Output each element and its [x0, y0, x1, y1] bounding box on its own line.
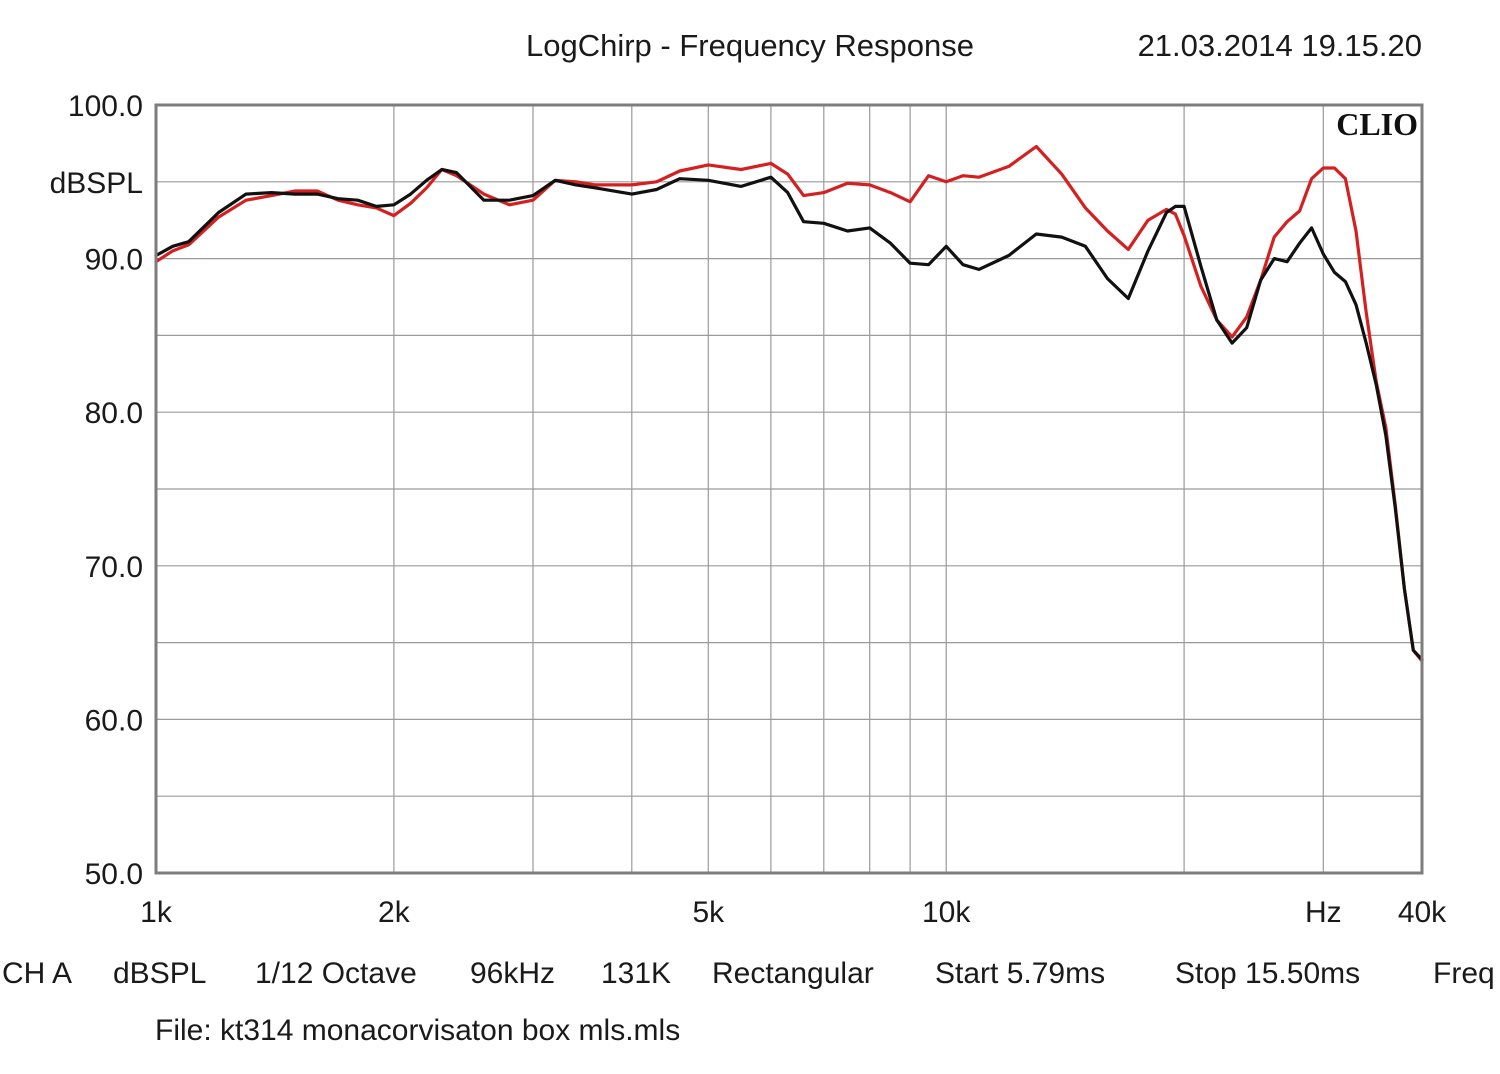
- clio-logo: CLIO: [1336, 106, 1418, 142]
- y-tick-label: 90.0: [85, 244, 143, 277]
- x-tick-label: 2k: [378, 896, 411, 929]
- y-tick-label: 80.0: [85, 397, 143, 430]
- setting-8: Freq: [1433, 957, 1495, 990]
- y-axis-ticks: 100.0 dBSPL 90.0 80.0 70.0 60.0 50.0: [50, 90, 143, 891]
- x-tick-label: 1k: [140, 896, 173, 929]
- file-name: File: kt314 monacorvisaton box mls.mls: [155, 1014, 680, 1047]
- setting-5: Rectangular: [712, 957, 874, 990]
- chart-title: LogChirp - Frequency Response: [526, 28, 974, 63]
- setting-0: CH A: [2, 957, 72, 990]
- series-black-line: [154, 167, 1424, 662]
- y-tick-label: dBSPL: [50, 167, 143, 200]
- setting-1: dBSPL: [113, 957, 206, 990]
- y-tick-label: 60.0: [85, 704, 143, 737]
- setting-2: 1/12 Octave: [255, 957, 417, 990]
- setting-7: Stop 15.50ms: [1175, 957, 1360, 990]
- chart-timestamp: 21.03.2014 19.15.20: [1138, 28, 1422, 63]
- x-tick-label: Hz: [1305, 896, 1342, 929]
- y-tick-label: 50.0: [85, 858, 143, 891]
- x-tick-label: 10k: [922, 896, 971, 929]
- setting-6: Start 5.79ms: [935, 957, 1105, 990]
- series-red-line: [154, 144, 1424, 663]
- x-tick-label: 5k: [692, 896, 725, 929]
- y-tick-label: 100.0: [68, 90, 143, 123]
- setting-3: 96kHz: [470, 957, 555, 990]
- x-tick-label: 40k: [1398, 896, 1447, 929]
- measurement-settings: CH A dBSPL 1/12 Octave 96kHz 131K Rectangular…: [2, 957, 1495, 990]
- plot-frame: [154, 103, 1424, 875]
- setting-4: 131K: [601, 957, 671, 990]
- grid: [156, 105, 1422, 873]
- x-axis-ticks: 1k 2k 5k 10k Hz 40k: [140, 896, 1447, 929]
- y-tick-label: 70.0: [85, 551, 143, 584]
- series-group: [154, 144, 1424, 663]
